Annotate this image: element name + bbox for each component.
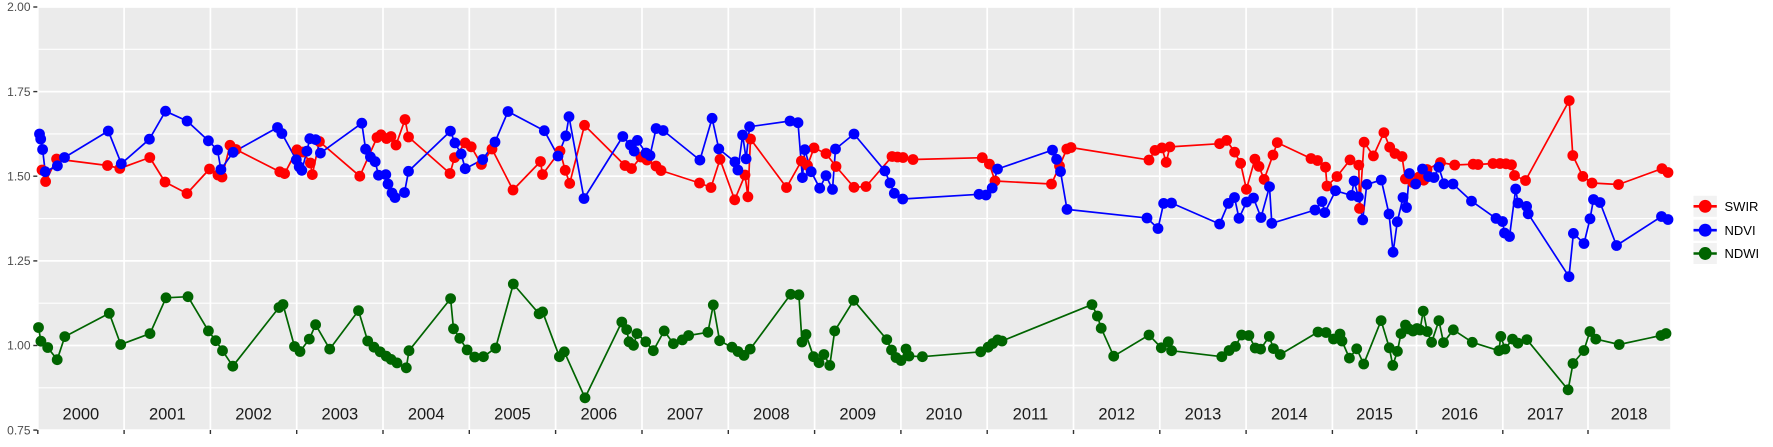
svg-text:2001: 2001 <box>149 405 186 423</box>
svg-text:2015: 2015 <box>1356 405 1393 423</box>
svg-text:2007: 2007 <box>667 405 704 423</box>
svg-text:2010: 2010 <box>926 405 963 423</box>
svg-text:2000: 2000 <box>63 405 100 423</box>
svg-text:2011: 2011 <box>1013 405 1048 423</box>
svg-text:NDWI: NDWI <box>1725 246 1760 261</box>
svg-text:2006: 2006 <box>580 405 617 423</box>
svg-text:SWIR: SWIR <box>1725 199 1759 214</box>
svg-text:2018: 2018 <box>1611 405 1648 423</box>
svg-text:2.00: 2.00 <box>7 0 31 14</box>
svg-text:2012: 2012 <box>1098 405 1135 423</box>
svg-text:1.50: 1.50 <box>7 169 31 183</box>
svg-text:2009: 2009 <box>839 405 876 423</box>
svg-text:2004: 2004 <box>408 405 445 423</box>
svg-text:2014: 2014 <box>1271 405 1308 423</box>
svg-text:2002: 2002 <box>235 405 272 423</box>
svg-text:1.00: 1.00 <box>7 339 31 353</box>
svg-text:2008: 2008 <box>753 405 790 423</box>
svg-text:2013: 2013 <box>1185 405 1222 423</box>
svg-text:2017: 2017 <box>1527 405 1564 423</box>
svg-text:1.75: 1.75 <box>7 85 31 99</box>
svg-text:2005: 2005 <box>494 405 531 423</box>
svg-text:2003: 2003 <box>322 405 359 423</box>
svg-text:NDVI: NDVI <box>1725 223 1756 238</box>
svg-text:1.25: 1.25 <box>7 254 31 268</box>
svg-text:0.75: 0.75 <box>7 423 31 437</box>
svg-text:2016: 2016 <box>1441 405 1478 423</box>
